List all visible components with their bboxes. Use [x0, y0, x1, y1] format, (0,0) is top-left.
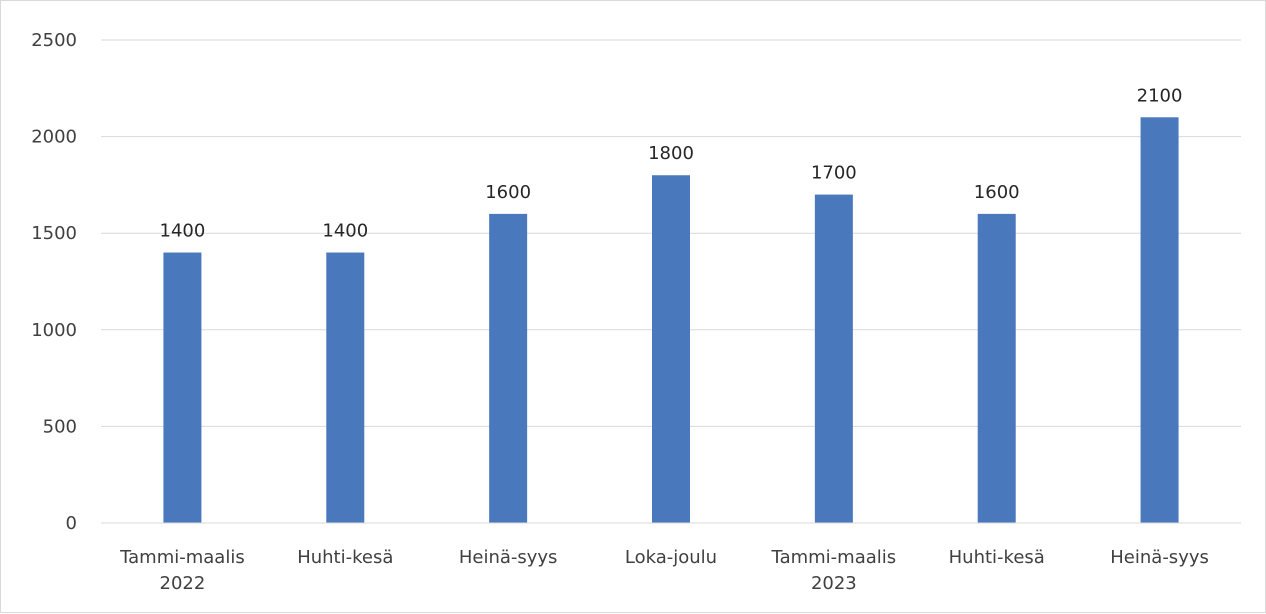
x-tick-label-5: Tammi-maalis 2023 — [771, 547, 897, 594]
bar-3 — [489, 213, 528, 523]
x-tick-label-7: Heinä-syys — [1110, 547, 1209, 568]
x-tick-label-2: Huhti-kesä — [297, 547, 393, 568]
x-tick-label-line: Heinä-syys — [459, 547, 558, 568]
data-label-1: 1400 — [160, 221, 206, 242]
bar-5 — [814, 194, 853, 523]
x-tick-label-line: 2022 — [160, 573, 206, 594]
x-tick-label-3: Heinä-syys — [459, 547, 558, 568]
y-tick-label-1500: 1500 — [31, 223, 77, 244]
bar-6 — [977, 213, 1016, 523]
data-label-7: 2100 — [1137, 85, 1183, 106]
y-tick-label-1000: 1000 — [31, 320, 77, 341]
data-label-3: 1600 — [485, 182, 531, 203]
x-tick-label-line: Loka-joulu — [625, 547, 717, 568]
data-label-5: 1700 — [811, 163, 857, 184]
x-tick-label-line: Huhti-kesä — [297, 547, 393, 568]
x-tick-label-1: Tammi-maalis 2022 — [119, 547, 245, 594]
bar-2 — [326, 252, 365, 523]
bar-7 — [1140, 117, 1179, 523]
x-tick-label-line: Tammi-maalis — [771, 547, 897, 568]
x-tick-label-line: Huhti-kesä — [949, 547, 1045, 568]
y-tick-label-2500: 2500 — [31, 30, 77, 51]
y-tick-label-500: 500 — [43, 416, 77, 437]
y-tick-label-0: 0 — [66, 513, 77, 534]
x-tick-label-4: Loka-joulu — [625, 547, 717, 568]
data-label-6: 1600 — [974, 182, 1020, 203]
data-label-2: 1400 — [322, 221, 368, 242]
data-label-4: 1800 — [648, 143, 694, 164]
x-tick-label-6: Huhti-kesä — [949, 547, 1045, 568]
y-tick-label-2000: 2000 — [31, 127, 77, 148]
x-tick-label-line: Heinä-syys — [1110, 547, 1209, 568]
x-tick-label-line: 2023 — [811, 573, 857, 594]
bar-4 — [652, 175, 690, 524]
x-tick-label-line: Tammi-maalis — [119, 547, 245, 568]
bar-1 — [163, 252, 202, 523]
